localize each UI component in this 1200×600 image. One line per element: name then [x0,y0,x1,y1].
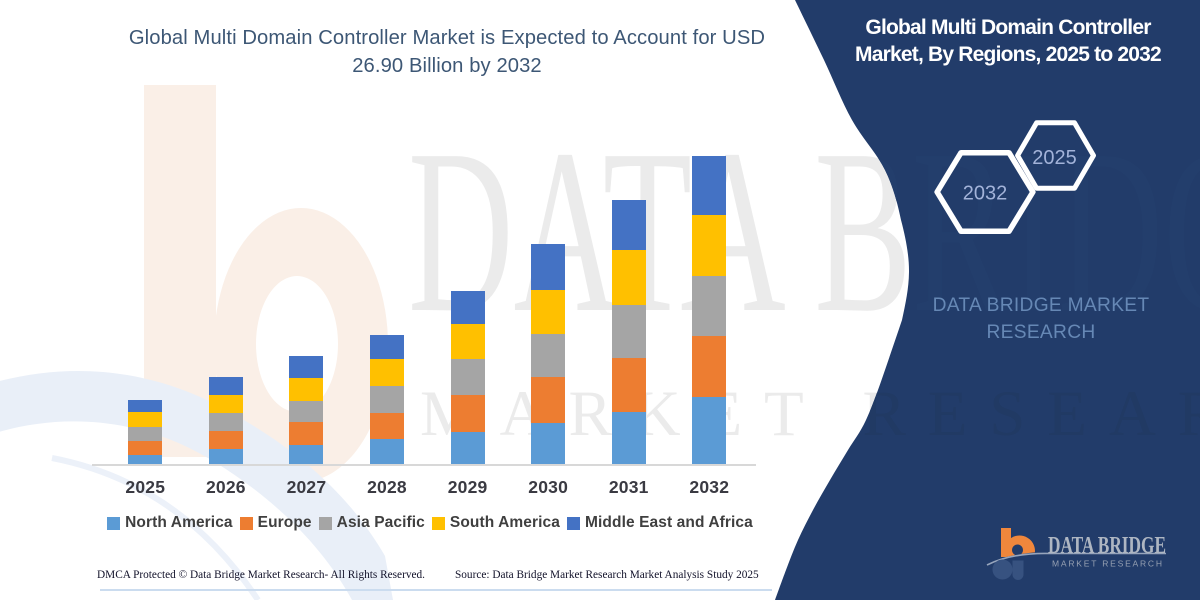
x-axis-label: 2032 [689,477,730,497]
panel-title-line2: Market, By Regions, 2025 to 2032 [855,42,1162,66]
hexagon-label-2025: 2025 [1032,147,1077,169]
panel-title: Global Multi Domain Controller Market, B… [843,15,1173,68]
bar-segment [450,394,485,432]
hexagon-outline-2025 [1015,120,1096,191]
bar-segment [611,200,646,251]
bar-segment [289,400,324,423]
chart-title-line2: 26.90 Billion by 2032 [352,54,542,77]
chart-title-line1: Global Multi Domain Controller Market is… [128,27,766,49]
legend-item: Asia Pacific [318,514,425,532]
bar-segment [692,215,727,276]
bar-segment [611,358,646,413]
bar-segment [531,243,566,290]
bar-segment [128,454,163,465]
legend-swatch [567,516,581,530]
legend-label: South America [449,514,561,531]
swoosh-arc-watermark [51,455,261,600]
legend-label: Europe [257,514,312,531]
bar-segment [531,377,566,424]
x-axis-label: 2026 [205,477,246,497]
b-logo-watermark [0,85,393,600]
bar-segment [208,394,243,414]
footer-source: Source: Data Bridge Market Research Mark… [455,569,759,581]
x-axis-label: 2025 [125,477,166,497]
logo-b-reflection [992,559,1024,581]
x-axis-label: 2030 [528,477,568,497]
bar-segment [289,422,324,446]
legend-swatch [318,516,332,530]
swoosh-watermark [0,370,393,600]
bar-segment [450,323,485,360]
bar-segment [128,440,163,455]
bar-segment [450,291,485,324]
bar-segment [208,413,243,432]
bar-segment [370,359,404,387]
brand-text-line1: DATA BRIDGE MARKET [932,295,1150,316]
footer-dmca: DMCA Protected © Data Bridge Market Rese… [97,569,425,581]
databridge-logo-icon [950,528,1166,600]
x-axis-label: 2031 [608,477,649,497]
brand-text: DATA BRIDGE MARKET RESEARCH [906,292,1176,346]
legend-label: Asia Pacific [336,514,425,531]
logo-b-stem [1001,528,1011,557]
panel-title-line1: Global Multi Domain Controller [865,16,1151,39]
bar-segment [289,445,324,465]
bar-segment [370,413,404,440]
x-axis-label: 2029 [447,477,488,497]
bar-segment [531,423,566,465]
legend-label: North America [125,514,233,531]
legend-swatch [431,516,445,530]
x-axis-label: 2027 [286,477,327,497]
bar-segment [128,426,163,441]
legend-swatch [239,516,253,530]
legend-item: Middle East and Africa [567,514,753,532]
bar-segment [611,412,646,465]
legend-item: Europe [239,514,312,532]
bar-segment [370,335,404,360]
bar-segment [450,359,485,395]
logo-tagline: MARKET RESEARCH [1052,559,1162,569]
navy-panel [775,0,1200,600]
bar-segment [370,386,404,414]
bar-segment [611,304,646,359]
logo-wordmark: DATA BRIDGE [1048,533,1166,559]
bar-segment [692,396,727,465]
bar-segment [289,355,324,378]
bar-segment [692,336,727,397]
bar-segment [370,439,404,465]
legend-item: North America [107,514,233,532]
x-axis [92,464,756,466]
brand-text-line2: RESEARCH [986,322,1096,343]
bar-segment [692,275,727,337]
bottom-rule [100,589,772,591]
bar-segment [531,289,566,334]
legend-label: Middle East and Africa [585,514,753,531]
hexagon-2032: 2032 [934,149,1036,235]
hexagon-label-2032: 2032 [963,183,1008,205]
databridge-logo: DATA BRIDGE MARKET RESEARCH [950,528,1166,600]
bar-segment [208,431,243,450]
legend-item: South America [431,514,561,532]
chart-legend: North America Europe Asia Pacific South Ame… [100,514,760,532]
legend-swatch [107,516,121,530]
logo-swoosh-line [986,552,1166,566]
bar-segment [692,155,727,216]
x-axis-label: 2028 [367,477,407,497]
b-watermark-bowl [214,208,389,482]
bar-segment [531,334,566,378]
hexagon-2025: 2025 [1015,120,1096,191]
bar-segment [289,377,324,401]
bar-segment [611,250,646,305]
bar-segment [208,377,243,395]
bar-segment [450,431,485,465]
bar-segment [128,399,163,413]
hexagon-outline-2032 [934,149,1036,235]
bar-segment [208,449,243,465]
chart-title: Global Multi Domain Controller Market is… [97,25,797,80]
bar-segment [128,412,163,427]
